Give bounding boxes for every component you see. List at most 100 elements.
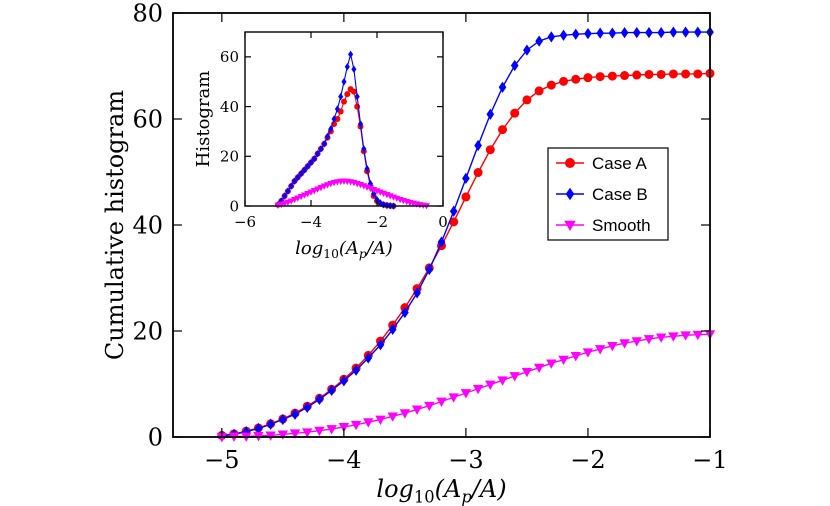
inset-case-a-point: [334, 116, 341, 122]
main-case-a-point: [583, 73, 593, 83]
main-case-b-point: [547, 31, 556, 43]
inset-ylabel: Histogram: [193, 71, 214, 168]
main-case-a-point: [485, 145, 495, 155]
main-case-a-point: [473, 168, 483, 178]
main-case-b-point: [327, 384, 336, 396]
main-smooth-point: [472, 384, 484, 395]
main-smooth-point: [570, 352, 581, 362]
main-smooth-point: [289, 429, 301, 439]
inset-frame: [244, 31, 444, 207]
main-case-b-point: [266, 418, 275, 430]
inset-case-b-point: [351, 65, 357, 74]
inset-case-b-point: [371, 189, 377, 198]
main-case-a-point: [546, 80, 556, 90]
main-case-b-point: [596, 27, 604, 39]
main-smooth-point: [411, 405, 423, 415]
main-case-b-point: [645, 26, 653, 39]
main-case-a-point: [522, 95, 532, 105]
main-smooth-point: [387, 412, 398, 422]
inset-case-b-point: [311, 155, 317, 163]
main-smooth-point: [302, 428, 313, 438]
main-case-b-point: [340, 375, 348, 387]
inset-case-b-point: [321, 140, 327, 148]
main-case-b-point: [462, 172, 470, 184]
main-ytick-label: 0: [148, 423, 163, 451]
main-case-a-point: [498, 125, 508, 135]
main-smooth-point: [594, 345, 606, 355]
inset-case-b-point: [308, 158, 314, 167]
main-case-a-point: [449, 217, 459, 227]
inset-case-b-point: [324, 132, 331, 141]
main-xlabel: log10(Ap/A): [376, 475, 506, 506]
inset-ytick-label: 40: [220, 98, 239, 116]
main-case-b-point: [523, 44, 531, 56]
main-case-b-point: [364, 352, 373, 364]
inset-case-b-point: [341, 77, 347, 86]
main-case-b-point: [681, 26, 690, 38]
legend-item-case-a: Case A: [556, 154, 647, 173]
main-smooth-point: [631, 337, 642, 347]
inset-case-b-point: [377, 199, 383, 207]
legend-item-smooth: Smooth: [556, 216, 651, 235]
main-case-b-point: [315, 393, 324, 405]
inset-case-b-point: [301, 166, 307, 174]
legend-marker: [565, 158, 575, 168]
main-xtick-label: −3: [448, 446, 483, 474]
inset-case-b-point: [291, 177, 298, 185]
main-case-a-point: [534, 86, 544, 96]
main-case-a-point: [656, 69, 666, 79]
main-ytick-label: 60: [132, 105, 163, 133]
main-case-a-point: [510, 108, 520, 118]
inset-case-b-point: [298, 169, 304, 178]
main-case-b-point: [620, 26, 629, 39]
inset-case-b-point: [328, 125, 334, 133]
main-case-b-point: [693, 26, 702, 38]
main-ytick-label: 40: [132, 211, 163, 239]
main-case-a-point: [595, 72, 605, 82]
main-smooth-point: [326, 425, 337, 435]
inset-case-b-point: [295, 173, 301, 182]
inset-case-a-point: [354, 103, 361, 110]
main-smooth-point: [692, 330, 703, 341]
inset-case-b-point: [364, 164, 370, 173]
inset-plot: −6 −4 −2 0 0 20 40 60 log10(Ap/A) Histogram: [193, 31, 448, 261]
inset-case-b-point: [288, 182, 294, 190]
inset-case-b-point: [285, 187, 291, 195]
main-smooth-point: [509, 372, 520, 382]
inset-xlabel: log10(Ap/A): [295, 238, 393, 261]
legend-marker: [565, 187, 575, 201]
inset-case-a-point: [344, 91, 351, 98]
main-smooth-point: [533, 363, 545, 374]
main-case-b-point: [559, 29, 568, 41]
inset-xtick-label: −4: [300, 213, 322, 231]
main-smooth-point: [363, 418, 374, 428]
main-xtick-label: −2: [570, 446, 605, 474]
main-series-smooth: [216, 330, 716, 443]
main-case-b-point: [657, 26, 666, 39]
inset-ytick-label: 0: [229, 197, 239, 215]
main-case-b-point: [376, 339, 385, 351]
main-case-b-point: [584, 28, 592, 40]
main-case-b-point: [669, 26, 678, 38]
main-ytick-label: 20: [132, 317, 163, 345]
main-smooth-point: [558, 355, 569, 366]
legend-item-case-b: Case B: [556, 185, 648, 204]
main-case-b-point: [474, 139, 482, 152]
main-case-a-point: [668, 69, 678, 79]
legend-label: Case A: [592, 154, 647, 173]
main-case-a-point: [607, 71, 617, 81]
inset-case-b-point: [305, 162, 311, 170]
inset-background: [245, 32, 443, 206]
inset-case-a-point: [350, 88, 357, 95]
main-case-b-point: [510, 59, 519, 72]
inset-case-b-point: [344, 63, 350, 71]
main-xtick-label: −1: [692, 446, 727, 474]
main-case-a-point: [571, 74, 581, 84]
main-case-b-point: [608, 27, 617, 39]
main-smooth-point: [338, 423, 350, 433]
main-smooth-point: [668, 332, 679, 342]
main-smooth-point: [521, 367, 533, 378]
inset-ytick-label: 20: [220, 148, 239, 166]
main-ytick-label: 80: [132, 0, 163, 27]
